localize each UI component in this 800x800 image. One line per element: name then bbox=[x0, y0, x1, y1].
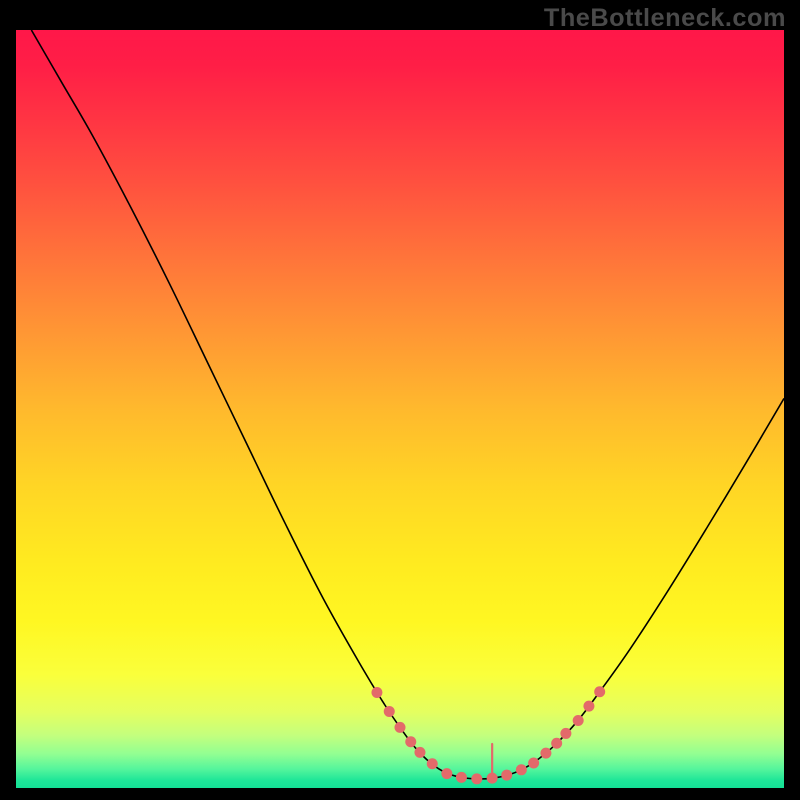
data-point-marker bbox=[471, 773, 482, 784]
data-point-marker bbox=[560, 728, 571, 739]
plot-area bbox=[16, 30, 784, 788]
data-point-marker bbox=[487, 773, 498, 784]
data-point-marker bbox=[414, 747, 425, 758]
data-point-marker bbox=[583, 701, 594, 712]
data-point-marker bbox=[528, 757, 539, 768]
bottleneck-curve bbox=[31, 30, 784, 779]
data-point-marker bbox=[427, 758, 438, 769]
data-point-marker bbox=[540, 748, 551, 759]
data-point-marker bbox=[384, 706, 395, 717]
chart-svg bbox=[16, 30, 784, 788]
data-point-marker bbox=[501, 770, 512, 781]
data-point-marker bbox=[516, 764, 527, 775]
data-point-marker bbox=[573, 715, 584, 726]
data-point-marker bbox=[405, 736, 416, 747]
data-point-marker bbox=[395, 722, 406, 733]
data-point-marker bbox=[594, 686, 605, 697]
data-point-marker bbox=[551, 738, 562, 749]
data-point-marker bbox=[456, 772, 467, 783]
data-point-marker bbox=[371, 687, 382, 698]
watermark-text: TheBottleneck.com bbox=[544, 4, 786, 33]
chart-container: TheBottleneck.com bbox=[0, 0, 800, 800]
data-point-marker bbox=[441, 768, 452, 779]
